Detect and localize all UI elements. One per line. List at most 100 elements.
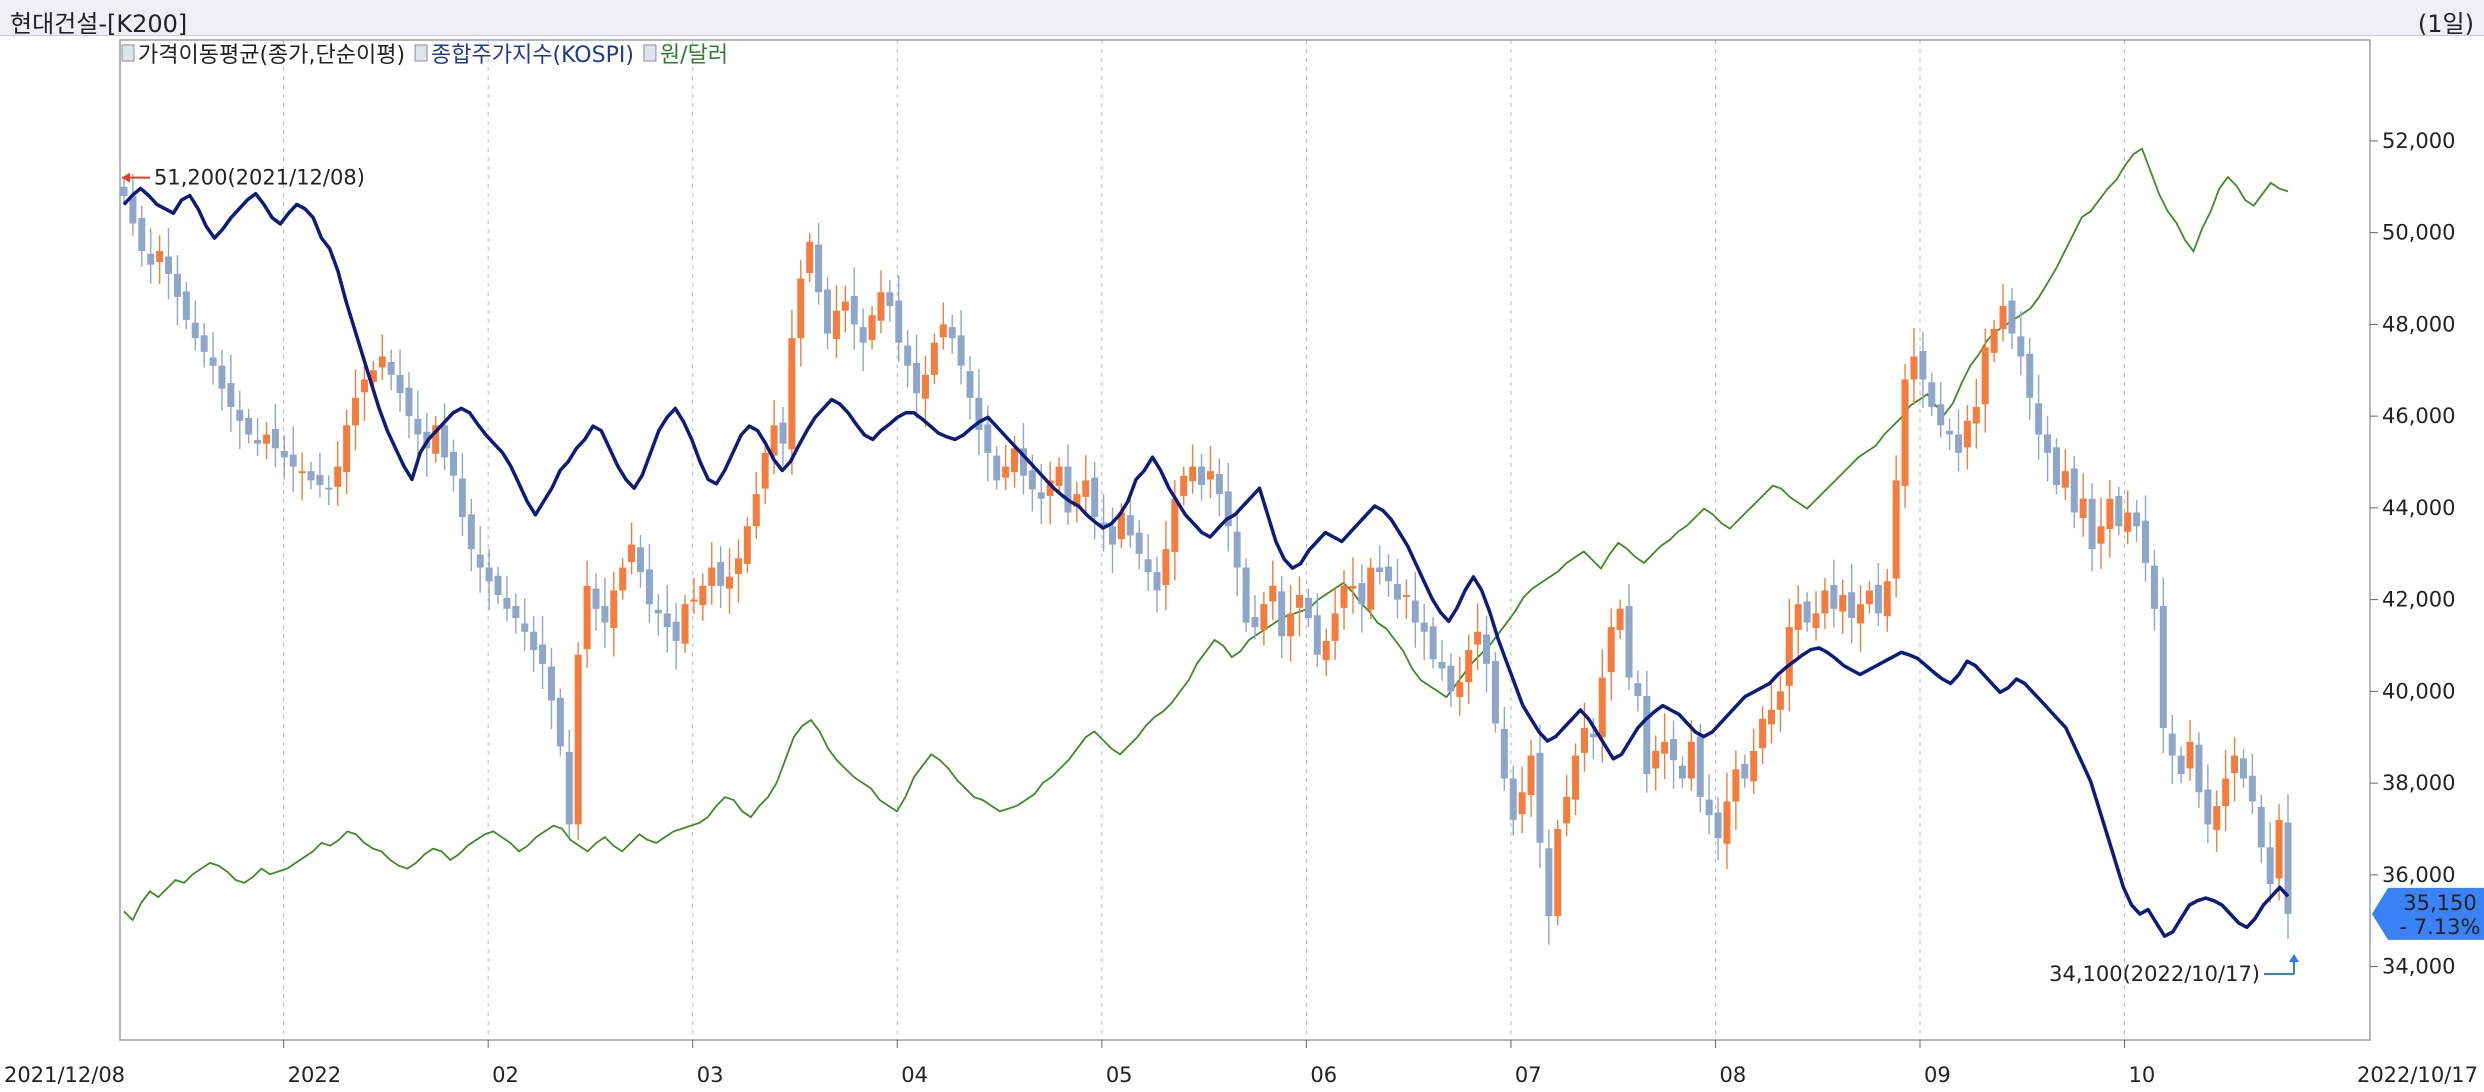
candle-body <box>165 256 173 274</box>
candle-body <box>1358 583 1366 605</box>
candle <box>690 577 698 614</box>
candle-body <box>2142 520 2150 563</box>
candle <box>921 356 929 428</box>
candle-body <box>1750 751 1758 782</box>
candle <box>993 446 1001 490</box>
candle-body <box>2222 778 2230 807</box>
candle <box>414 390 422 460</box>
candle-body <box>797 278 805 339</box>
candle <box>387 349 395 391</box>
candle-body <box>156 251 164 263</box>
candle-body <box>1705 799 1713 816</box>
candle-body <box>1661 741 1669 754</box>
candle-body <box>1759 718 1767 749</box>
candle-body <box>147 253 155 265</box>
candle <box>1572 743 1580 816</box>
candle-body <box>1928 382 1936 407</box>
candle-body <box>1919 351 1927 380</box>
candle <box>574 642 582 840</box>
candle <box>761 440 769 505</box>
candle <box>1002 444 1010 490</box>
candle <box>815 222 823 305</box>
candle <box>1189 444 1197 494</box>
candle-body <box>271 428 279 449</box>
candle <box>2044 415 2052 482</box>
candle <box>1723 773 1731 869</box>
candle-body <box>628 544 636 563</box>
candle-body <box>637 547 645 573</box>
candle <box>1616 599 1624 640</box>
candle-body <box>895 300 903 343</box>
candle-body <box>1696 736 1704 797</box>
candle-body <box>734 558 742 574</box>
candle-body <box>779 422 787 444</box>
candle-body <box>369 370 377 383</box>
candle-body <box>1322 640 1330 661</box>
candle-body <box>1108 526 1116 545</box>
candle <box>441 403 449 470</box>
candle-body <box>2052 447 2060 485</box>
candle-body <box>467 514 475 550</box>
candle <box>138 205 146 267</box>
candle-body <box>2061 471 2069 488</box>
candle <box>2257 794 2265 863</box>
candle <box>2133 500 2141 542</box>
candle-body <box>227 383 235 407</box>
candle-body <box>2008 300 2016 334</box>
candle <box>1946 418 1954 451</box>
candle <box>1955 409 1963 472</box>
candle <box>1839 579 1847 634</box>
candle-body <box>921 374 929 399</box>
high-marker-arrow <box>122 172 130 183</box>
candle <box>1554 819 1562 926</box>
usdkrw-line <box>123 147 2289 922</box>
candle-body <box>476 554 484 568</box>
candle-body <box>1723 801 1731 844</box>
kospi-series <box>122 186 2290 938</box>
candle-body <box>289 454 297 467</box>
candle-body <box>521 623 529 632</box>
month-label: 02 <box>492 1063 519 1087</box>
candle-body <box>1643 695 1651 774</box>
right-tick-label: 36,000 <box>2382 863 2455 887</box>
axes: 2022 02 03 04 05 06 07 08 09 10 2021/12/08 2022/10/… <box>4 39 2478 1087</box>
candle-body <box>1821 590 1829 614</box>
candle <box>298 452 306 501</box>
candle <box>1287 584 1295 662</box>
candle <box>2168 714 2176 785</box>
candle <box>1269 560 1277 621</box>
candle <box>1812 591 1820 641</box>
candle-body <box>1803 601 1811 623</box>
candle <box>1509 766 1517 836</box>
candle <box>1411 572 1419 648</box>
candle <box>1634 670 1642 712</box>
candle <box>280 435 288 480</box>
candle-body <box>2213 806 2221 830</box>
candle-body <box>1438 662 1446 669</box>
candle <box>1340 570 1348 630</box>
candle <box>1402 579 1410 619</box>
candle-body <box>939 324 947 338</box>
candle-body <box>2124 512 2132 532</box>
right-tick-label: 46,000 <box>2382 404 2455 428</box>
candle-body <box>806 241 814 274</box>
candle <box>957 310 965 385</box>
candle <box>1313 593 1321 668</box>
candle <box>743 517 751 574</box>
candle <box>262 422 270 460</box>
candle <box>2008 288 2016 350</box>
candle-body <box>610 590 618 629</box>
candle <box>2159 577 2167 754</box>
candle-body <box>2284 822 2292 914</box>
candle-body <box>690 599 698 602</box>
candle-body <box>2248 775 2256 802</box>
candle-body <box>1963 420 1971 448</box>
candle <box>2017 311 2025 376</box>
candle <box>1901 363 1909 508</box>
candle <box>360 360 368 421</box>
candle <box>1491 651 1499 733</box>
candle-body <box>2017 336 2025 357</box>
candle-body <box>868 315 876 340</box>
candle <box>378 334 386 380</box>
